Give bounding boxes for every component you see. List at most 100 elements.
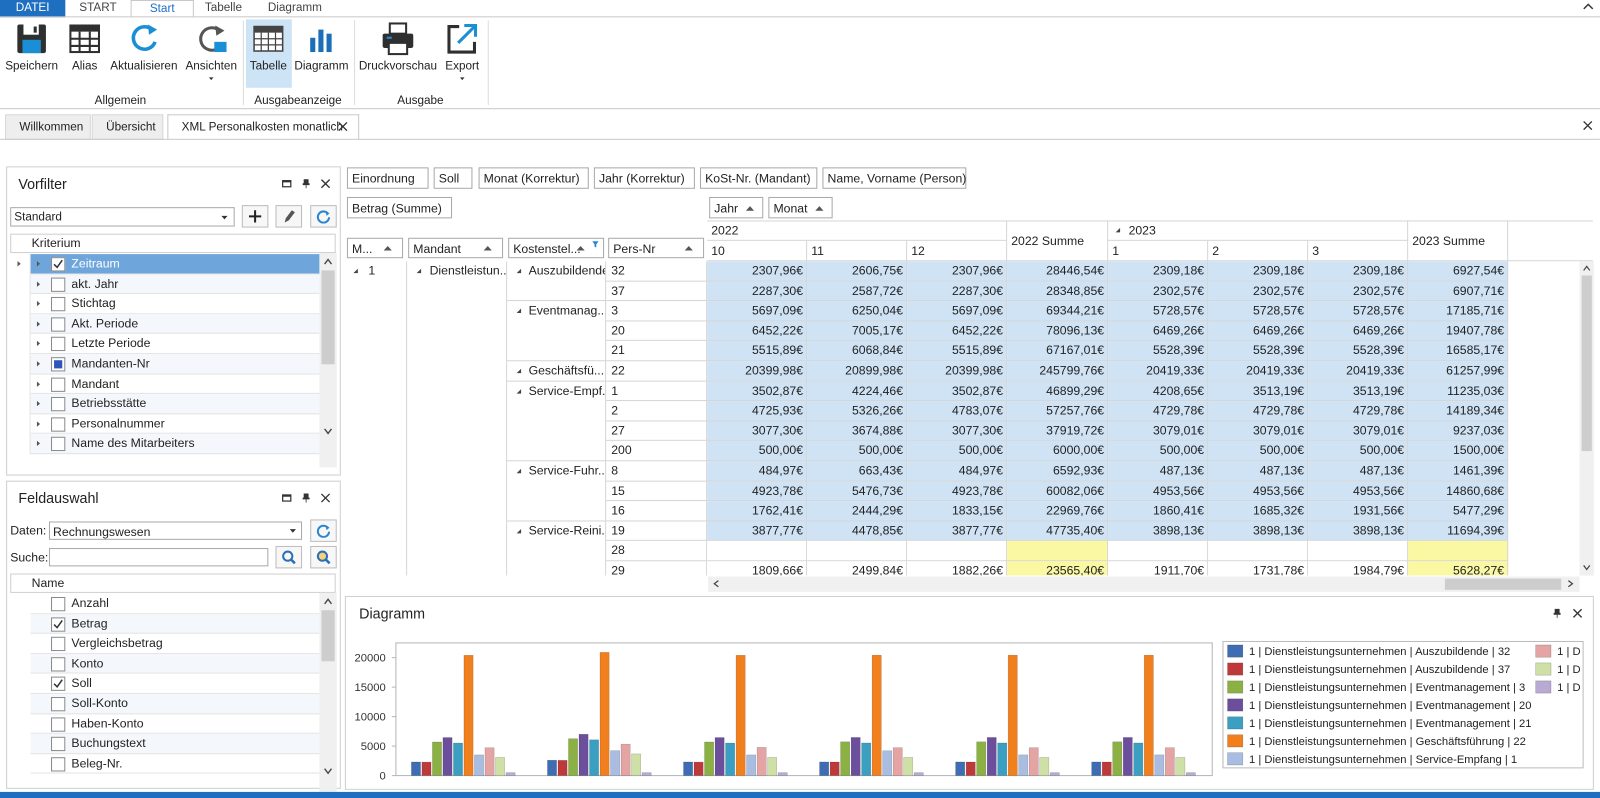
triright-icon[interactable]	[35, 340, 42, 347]
checkbox[interactable]	[51, 597, 65, 611]
document-tab[interactable]: Übersicht	[92, 114, 163, 140]
export-icon[interactable]	[445, 21, 480, 56]
views-icon[interactable]	[194, 21, 229, 56]
tridown-icon[interactable]	[415, 267, 422, 274]
tridown-icon[interactable]	[515, 307, 522, 314]
checkbox[interactable]	[51, 697, 65, 711]
checkbox[interactable]	[51, 317, 65, 331]
filter-field[interactable]: Monat (Korrektur)	[479, 167, 589, 188]
column-field[interactable]: Jahr	[709, 197, 763, 218]
tridown-icon[interactable]	[515, 267, 522, 274]
document-tab[interactable]: XML Personalkosten monatlich	[167, 114, 359, 140]
search-icon[interactable]	[282, 550, 296, 564]
filter-field[interactable]: Jahr (Korrektur)	[594, 167, 695, 188]
restore-icon[interactable]	[282, 179, 292, 189]
checkbox[interactable]	[51, 657, 65, 671]
year-header[interactable]: 2023	[1108, 220, 1408, 240]
triright-icon[interactable]	[35, 280, 42, 287]
ribbon-tab[interactable]: DATEI	[0, 0, 65, 17]
filter-field[interactable]: KoSt-Nr. (Mandant)	[700, 167, 817, 188]
chart-icon[interactable]	[304, 21, 339, 56]
triright-icon[interactable]	[35, 420, 42, 427]
close-icon[interactable]	[338, 121, 348, 131]
tridown-icon[interactable]	[515, 467, 522, 474]
down-icon[interactable]	[323, 427, 332, 436]
checkbox[interactable]	[51, 737, 65, 751]
checkbox[interactable]	[51, 257, 65, 271]
checkbox[interactable]	[51, 297, 65, 311]
checkbox[interactable]	[51, 337, 65, 351]
triright-icon[interactable]	[35, 260, 42, 267]
tridown-icon[interactable]	[1114, 227, 1121, 234]
up-icon[interactable]	[323, 597, 332, 606]
searchplus-icon[interactable]	[316, 550, 330, 564]
plus-icon[interactable]	[248, 209, 262, 223]
close-icon[interactable]	[320, 493, 330, 503]
left-icon[interactable]	[712, 580, 720, 588]
row-field[interactable]: Kostenstel...	[508, 238, 604, 258]
month-header[interactable]: 3	[1308, 241, 1408, 261]
print-icon[interactable]	[381, 21, 416, 56]
checkbox[interactable]	[51, 677, 65, 691]
document-tab[interactable]: Willkommen	[5, 114, 91, 140]
checkbox[interactable]	[51, 397, 65, 411]
refresh-icon[interactable]	[316, 524, 330, 538]
filter-icon[interactable]	[592, 241, 599, 248]
triright-icon[interactable]	[35, 300, 42, 307]
down-icon[interactable]	[323, 766, 332, 775]
data-field[interactable]: Betrag (Summe)	[347, 197, 452, 218]
month-header[interactable]: 12	[907, 241, 1007, 261]
ribbon-tab[interactable]: Tabelle	[194, 0, 253, 17]
checkbox[interactable]	[51, 617, 65, 631]
right-icon[interactable]	[1566, 580, 1574, 588]
update-icon[interactable]	[127, 21, 162, 56]
tridown-icon[interactable]	[515, 387, 522, 394]
table-icon[interactable]	[251, 21, 286, 56]
tridown-icon[interactable]	[515, 527, 522, 534]
checkbox[interactable]	[51, 417, 65, 431]
checkbox[interactable]	[51, 277, 65, 291]
close-icon[interactable]	[1583, 120, 1593, 130]
up-icon[interactable]	[1583, 264, 1591, 272]
ribbon-tab[interactable]: Start	[131, 0, 194, 17]
up-icon[interactable]	[323, 257, 332, 266]
restore-icon[interactable]	[282, 493, 292, 503]
ribbon-tab[interactable]: Diagramm	[253, 0, 337, 17]
save-icon[interactable]	[14, 21, 49, 56]
filter-field[interactable]: Soll	[434, 167, 473, 188]
checkbox[interactable]	[51, 437, 65, 451]
filter-field[interactable]: Einordnung	[347, 167, 429, 188]
tridown-icon[interactable]	[515, 367, 522, 374]
ribbon-tab[interactable]: START	[65, 0, 130, 17]
pin-icon[interactable]	[301, 179, 311, 189]
triright-icon[interactable]	[35, 360, 42, 367]
month-header[interactable]: 2	[1208, 241, 1308, 261]
ribbon-button-label[interactable]: Export	[421, 58, 503, 74]
close-icon[interactable]	[320, 179, 330, 189]
dropdown[interactable]: Rechnungswesen	[49, 521, 302, 539]
chevup-icon[interactable]	[1583, 1, 1594, 12]
triright-icon[interactable]	[35, 380, 42, 387]
triright-icon[interactable]	[35, 440, 42, 447]
checkbox[interactable]	[51, 377, 65, 391]
month-header[interactable]: 10	[707, 241, 807, 261]
checkbox[interactable]	[51, 357, 65, 371]
refresh-icon[interactable]	[316, 209, 330, 223]
alias-icon[interactable]	[67, 21, 102, 56]
row-field[interactable]: M...	[347, 238, 403, 258]
search-input[interactable]	[49, 548, 268, 566]
checkbox[interactable]	[51, 757, 65, 771]
year-header[interactable]: 2022	[707, 220, 1007, 240]
triright-icon[interactable]	[35, 400, 42, 407]
down-icon[interactable]	[1583, 563, 1591, 571]
filter-field[interactable]: Name, Vorname (Person)	[822, 167, 966, 188]
checkbox[interactable]	[51, 717, 65, 731]
checkbox[interactable]	[51, 637, 65, 651]
month-header[interactable]: 1	[1108, 241, 1208, 261]
ribbon-button-label[interactable]: Diagramm	[281, 58, 363, 74]
pin-icon[interactable]	[301, 493, 311, 503]
dropdown[interactable]: Standard	[10, 207, 234, 226]
triright-icon[interactable]	[35, 320, 42, 327]
pencil-icon[interactable]	[282, 209, 296, 223]
tridown-icon[interactable]	[352, 267, 359, 274]
